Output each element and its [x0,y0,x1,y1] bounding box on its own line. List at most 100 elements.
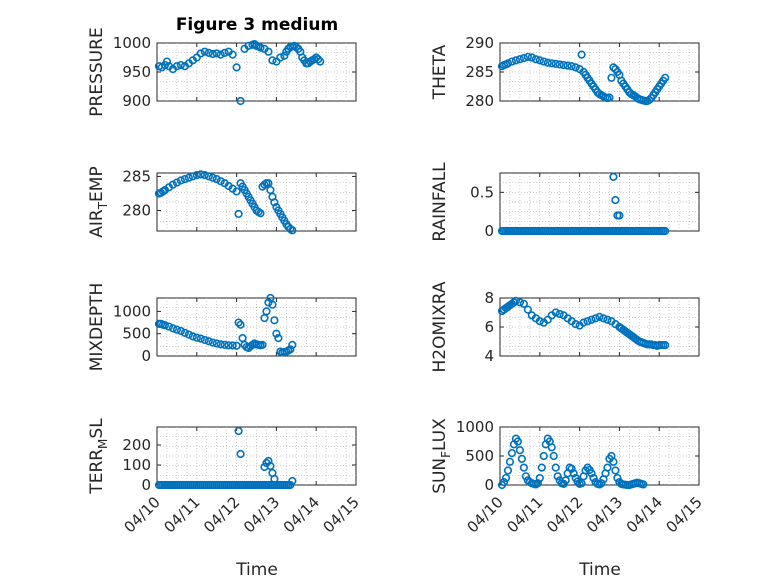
data-point [234,318,243,327]
data-point [567,464,576,473]
data-point [270,198,279,207]
data-point [228,50,237,59]
data-point [607,73,616,82]
y-tick-label: 1000 [456,418,494,436]
x-axis-label-left: Time [235,560,278,580]
data-point [224,341,233,350]
x-axis-label-right: Time [578,560,621,580]
data-point [535,473,544,483]
subplot-4: 0 0.5 RAINFALL [430,162,700,242]
data-point [507,449,517,458]
data-point [563,61,572,70]
data-point [276,53,285,62]
data-point [615,211,624,220]
data-point [270,316,279,325]
y-tick-label: 0 [141,347,151,365]
data-point [200,170,209,180]
y-tick-label: 8 [484,289,494,307]
data-point [258,340,267,349]
data-point [180,175,189,184]
y-tick-label: 900 [122,92,151,110]
data-point [539,57,548,66]
data-point [551,463,560,472]
data-point [196,334,205,343]
data-point [232,63,241,72]
data-point [188,332,197,341]
y-tick-label: 0 [141,476,151,494]
y-axis-label: TERRMSL [87,418,110,495]
data-point [236,320,245,329]
y-axis-label: SUNFLUX [430,418,453,494]
subplot-6: 4 6 8 H2OMIXRA [430,281,700,373]
data-point [288,226,297,235]
data-point [599,314,608,323]
data-point [232,341,241,350]
y-tick-label: 500 [465,447,494,465]
data-point [232,187,241,196]
data-point [513,437,523,446]
data-point [511,56,521,65]
data-point [543,315,552,324]
data-point [555,309,564,319]
data-point [208,173,217,182]
data-point [268,300,277,309]
data-point [503,59,513,68]
y-tick-label: 280 [122,202,151,220]
data-point [609,63,618,72]
data-point [519,299,528,308]
data-point [168,180,178,189]
data-point [212,175,221,184]
data-point [609,457,618,466]
data-point [216,177,225,186]
data-point [286,480,295,490]
data-point [567,62,576,71]
data-point [523,305,532,314]
data-point [280,51,289,60]
data-point [228,341,237,350]
data-point [164,322,174,331]
data-point [609,172,618,181]
data-point [597,479,606,488]
data-point [160,321,170,330]
data-point [519,53,528,63]
data-point [579,318,588,327]
data-point [188,172,197,181]
data-point [661,226,670,236]
data-point [521,472,530,481]
data-point [561,476,570,485]
subplot-2: 280 285 290 THETA [430,34,700,110]
y-axis-label: H2OMIXRA [430,281,450,372]
data-point [200,335,209,345]
data-point [551,308,560,317]
data-point [270,474,279,484]
data-point [505,457,515,466]
data-point [555,60,564,69]
data-point [268,56,277,65]
data-point [603,463,612,472]
data-point [547,59,556,68]
data-point [316,57,325,66]
data-point [645,95,654,104]
subplot-3: 280 285 AIRTEMP [87,166,357,238]
data-point [547,443,556,452]
data-point [288,476,297,486]
data-point [503,466,513,475]
data-point [569,469,578,478]
data-point [208,338,217,347]
data-point [571,63,580,72]
data-point [523,52,532,62]
y-tick-label: 285 [465,63,494,81]
data-point [587,315,596,324]
data-point [212,49,221,58]
data-point [264,456,273,466]
data-point [168,324,178,333]
data-point [539,451,548,461]
y-tick-label: 285 [122,167,151,185]
data-point [551,59,560,68]
data-point [589,473,598,483]
data-point [537,463,546,472]
subplot-5: 0 500 1000 MIXDEPTH [87,283,357,371]
data-point [220,48,229,57]
